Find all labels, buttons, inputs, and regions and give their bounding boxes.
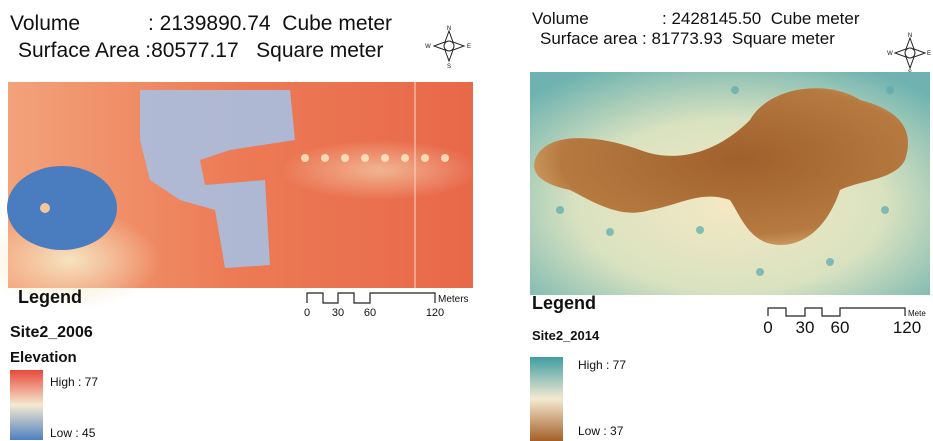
compass-e: E [467, 44, 471, 50]
scale-unit: Mete [908, 309, 926, 318]
elevation-raster [0, 82, 480, 310]
compass: N W E S [887, 33, 931, 76]
scale-bar: 0 30 60 120 Mete [763, 308, 926, 337]
surface-area: Surface area : 81773.93 Square meter [540, 29, 835, 48]
compass-w: W [425, 44, 431, 50]
left-panel: Volume : 2139890.74 Cube meter Surface A… [0, 12, 480, 440]
legend-title: Legend [532, 293, 596, 313]
low-label: Low : 45 [50, 426, 96, 440]
volume-value: : 2139890.74 Cube meter [148, 12, 392, 35]
volume-label: Volume [10, 12, 80, 35]
scale-label: 120 [893, 318, 921, 337]
low-label: Low : 37 [578, 424, 624, 438]
compass: N W E S [425, 26, 471, 70]
volume-label: Volume [532, 9, 589, 28]
legend-ramp [530, 357, 563, 441]
scale-bar: 0 30 60 120 Meters [304, 293, 469, 319]
scale-label: 60 [364, 307, 376, 319]
compass-s: S [447, 64, 451, 70]
scale-label: 0 [304, 307, 310, 319]
scale-label: 30 [796, 318, 815, 337]
compass-w: W [887, 51, 893, 57]
scale-label: 120 [426, 307, 444, 319]
elevation-raster [530, 72, 930, 295]
surface-area: Surface Area :80577.17 Square meter [18, 39, 383, 62]
compass-n: N [447, 26, 451, 32]
scale-label: 60 [831, 318, 850, 337]
legend-ramp [10, 370, 43, 440]
scale-unit: Meters [438, 294, 469, 305]
scale-label: 30 [332, 307, 344, 319]
map-figure: Volume : 2139890.74 Cube meter Surface A… [0, 0, 933, 441]
scale-label: 0 [763, 318, 772, 337]
field-name: Elevation [10, 349, 77, 366]
layer-name: Site2_2006 [10, 324, 93, 341]
compass-n: N [908, 33, 912, 39]
high-label: High : 77 [50, 375, 98, 389]
high-label: High : 77 [578, 358, 626, 372]
volume-value: : 2428145.50 Cube meter [662, 9, 860, 28]
legend-title: Legend [18, 287, 82, 307]
compass-e: E [927, 51, 931, 57]
layer-name: Site2_2014 [532, 328, 600, 343]
right-panel: Volume : 2428145.50 Cube meter Surface a… [530, 9, 931, 441]
